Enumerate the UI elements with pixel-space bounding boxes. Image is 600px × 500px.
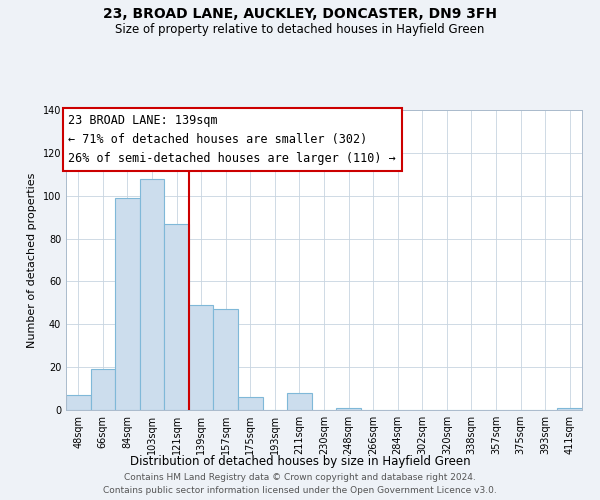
Bar (164, 224, 189, 410)
Text: Size of property relative to detached houses in Hayfield Green: Size of property relative to detached ho… (115, 22, 485, 36)
Bar (336, 408, 361, 410)
Bar (66, 395, 91, 410)
Bar (214, 310, 238, 410)
Bar (238, 397, 263, 410)
Bar (287, 393, 312, 410)
Text: Distribution of detached houses by size in Hayfield Green: Distribution of detached houses by size … (130, 455, 470, 468)
Bar (140, 178, 164, 410)
Text: 23 BROAD LANE: 139sqm
← 71% of detached houses are smaller (302)
26% of semi-det: 23 BROAD LANE: 139sqm ← 71% of detached … (68, 114, 396, 166)
Text: 23, BROAD LANE, AUCKLEY, DONCASTER, DN9 3FH: 23, BROAD LANE, AUCKLEY, DONCASTER, DN9 … (103, 8, 497, 22)
Bar (189, 305, 214, 410)
Bar (557, 408, 582, 410)
Y-axis label: Number of detached properties: Number of detached properties (27, 172, 37, 348)
Bar (91, 370, 115, 410)
Bar (115, 198, 140, 410)
Text: Contains HM Land Registry data © Crown copyright and database right 2024.
Contai: Contains HM Land Registry data © Crown c… (103, 473, 497, 495)
